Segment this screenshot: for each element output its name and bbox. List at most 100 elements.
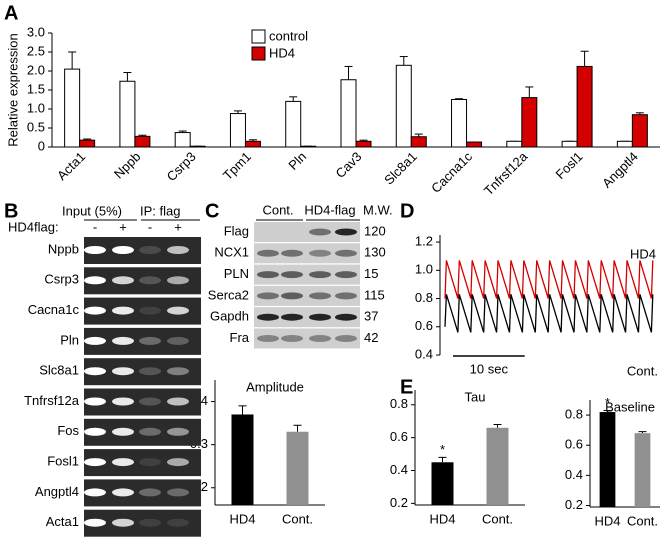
x-tick-label: Cont. [627,513,658,528]
mw-label: 115 [364,287,385,302]
bar [119,80,136,148]
gel-band [112,518,134,527]
gel-band [139,367,161,376]
trace [444,260,654,299]
gel-band [112,397,134,406]
bar [506,140,523,148]
blot-strip [254,285,360,306]
bar [521,97,538,148]
x-tick-label: Nppb [111,149,144,182]
gel-band [84,336,106,345]
bar [134,135,151,148]
y-tick-label: 0.6 [415,318,433,333]
group-label: Input (5%) [62,203,122,218]
y-tick-label: 0.2 [390,495,408,510]
panel-letter: A [4,2,18,24]
blot-strip [254,307,360,328]
blot-band [335,335,357,342]
x-tick-label: HD4 [229,511,255,526]
blot-band [281,249,303,257]
gel-band [139,306,161,315]
gel-band [112,246,134,254]
row-label: Acta1 [46,514,79,529]
gel-band [112,336,134,345]
bar [174,132,191,148]
gel-band [84,367,106,376]
annotation: * [440,442,445,457]
gel-band [139,397,161,406]
bar [634,433,651,507]
bar [231,414,254,505]
blot-band [257,313,279,321]
gel-band [167,367,189,376]
row-label: HD4flag: [8,219,59,234]
bar [79,139,96,148]
row-label: Tnfrsf12a [24,393,80,408]
gel-band [167,458,189,467]
group-label: Cont. [262,202,293,217]
trace [444,294,654,333]
series-label: Cont. [627,363,658,378]
gel-band [139,458,161,467]
blot-band [281,335,303,342]
blot-band [335,228,357,236]
x-tick-label: Tnfrsf12a [481,148,531,198]
chart-title: Baseline [605,399,655,414]
mw-label: 130 [364,245,386,260]
gel-band [84,276,106,285]
gel-band [84,458,106,467]
bar [616,140,633,148]
bar [631,114,648,148]
gel-band [84,488,106,497]
blot-strip [254,222,360,242]
row-label: Nppb [48,241,79,256]
row-label: Serca2 [208,287,249,302]
bar [599,412,616,507]
gel-band [139,518,161,527]
y-tick-label: 0.4 [390,462,408,477]
lane-sign: - [148,219,152,234]
mw-label: 15 [364,266,378,281]
row-label: PLN [224,266,249,281]
bar [64,68,81,148]
y-axis-label: Relative expression [5,33,20,146]
x-tick-label: Slc8a1 [381,149,420,188]
bar [395,64,412,148]
gel-band [112,276,134,285]
blot-band [309,313,331,321]
y-tick-label: 0.6 [565,437,583,452]
gel-band [167,306,189,315]
row-label: Angptl4 [35,484,79,499]
bar [410,136,427,148]
row-label: Pln [60,332,79,347]
row-label: Slc8a1 [39,363,79,378]
gel-band [167,397,189,406]
x-tick-label: Pln [285,149,309,173]
gel-band [167,518,189,527]
bar [431,462,454,505]
gel-band [139,276,161,285]
bar [451,99,468,148]
gel-band [139,246,161,254]
gel-band [139,336,161,345]
blot-band [257,271,279,279]
blot-band [309,335,331,342]
chart-title: Tau [465,389,486,404]
mw-label: 37 [364,309,378,324]
blot-band [335,313,357,321]
bar [340,79,357,148]
gel-band [167,276,189,285]
lane-sign: + [174,219,182,234]
blot-band [335,292,357,300]
bar [189,145,206,148]
blot-strip [254,243,360,264]
gel-band [139,427,161,436]
bar [355,140,372,148]
legend-swatch [251,29,266,44]
series-label: HD4 [630,246,656,261]
gel-band [84,306,106,315]
y-tick-label: 1.0 [27,100,45,115]
blot-band [257,249,279,257]
gel-band [112,367,134,376]
legend-label: control [269,28,308,43]
